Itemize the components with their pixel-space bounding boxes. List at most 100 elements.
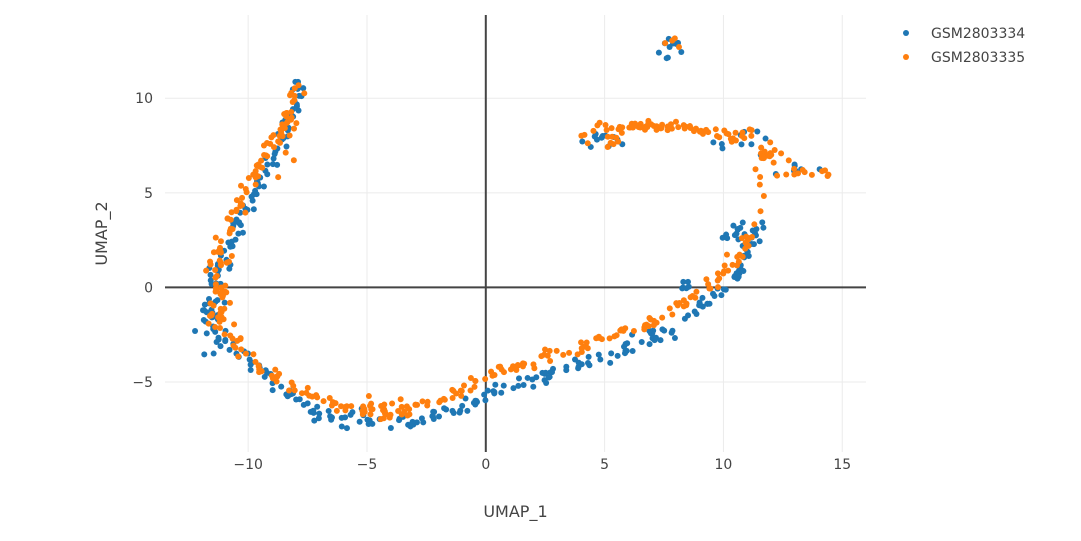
point-gsm2803334 xyxy=(655,49,662,56)
point-gsm2803335 xyxy=(458,392,465,399)
point-gsm2803334 xyxy=(239,229,246,236)
point-gsm2803334 xyxy=(734,226,741,233)
point-gsm2803335 xyxy=(286,132,293,139)
point-gsm2803335 xyxy=(276,370,283,377)
point-gsm2803335 xyxy=(758,144,765,151)
point-gsm2803335 xyxy=(367,411,374,418)
point-gsm2803334 xyxy=(201,351,208,358)
point-gsm2803335 xyxy=(521,360,528,367)
point-gsm2803335 xyxy=(819,168,826,175)
point-gsm2803335 xyxy=(645,121,652,128)
point-gsm2803335 xyxy=(270,132,277,139)
point-gsm2803334 xyxy=(462,395,469,402)
point-gsm2803334 xyxy=(278,383,285,390)
point-gsm2803334 xyxy=(791,161,798,168)
point-gsm2803334 xyxy=(718,292,725,299)
point-gsm2803334 xyxy=(413,419,420,426)
point-gsm2803334 xyxy=(762,135,769,142)
point-gsm2803334 xyxy=(250,191,257,198)
point-gsm2803335 xyxy=(381,410,388,417)
point-gsm2803334 xyxy=(293,396,300,403)
point-gsm2803335 xyxy=(224,215,231,222)
point-gsm2803335 xyxy=(607,139,614,146)
point-gsm2803335 xyxy=(290,382,297,389)
point-gsm2803335 xyxy=(482,375,489,382)
point-gsm2803334 xyxy=(310,407,317,414)
point-gsm2803335 xyxy=(743,242,750,249)
point-gsm2803335 xyxy=(212,266,219,273)
point-gsm2803334 xyxy=(585,353,592,360)
point-gsm2803335 xyxy=(233,197,240,204)
y-tick-label: −5 xyxy=(132,375,153,391)
point-gsm2803335 xyxy=(461,382,468,389)
point-gsm2803335 xyxy=(736,251,743,258)
point-gsm2803334 xyxy=(430,408,437,415)
point-gsm2803334 xyxy=(328,416,335,423)
point-gsm2803334 xyxy=(315,415,322,422)
point-gsm2803334 xyxy=(498,389,505,396)
point-gsm2803335 xyxy=(365,393,372,400)
legend[interactable]: GSM2803334 GSM2803335 xyxy=(903,26,1025,66)
point-gsm2803334 xyxy=(215,334,222,341)
point-gsm2803334 xyxy=(369,420,376,427)
point-gsm2803334 xyxy=(579,138,586,145)
point-gsm2803335 xyxy=(799,166,806,173)
point-gsm2803335 xyxy=(304,384,311,391)
point-gsm2803335 xyxy=(398,411,405,418)
point-gsm2803335 xyxy=(609,133,616,140)
point-gsm2803334 xyxy=(207,271,214,278)
point-gsm2803334 xyxy=(484,387,491,394)
point-gsm2803335 xyxy=(237,200,244,207)
point-gsm2803334 xyxy=(491,389,498,396)
point-gsm2803335 xyxy=(218,308,225,315)
point-gsm2803335 xyxy=(287,92,294,99)
point-gsm2803335 xyxy=(231,321,238,328)
point-gsm2803335 xyxy=(284,119,291,126)
point-gsm2803335 xyxy=(690,128,697,135)
point-gsm2803335 xyxy=(281,111,288,118)
point-gsm2803334 xyxy=(750,241,757,248)
point-gsm2803335 xyxy=(646,315,653,322)
point-gsm2803334 xyxy=(264,171,271,178)
point-gsm2803334 xyxy=(529,376,536,383)
point-gsm2803335 xyxy=(212,274,219,281)
point-gsm2803335 xyxy=(791,165,798,172)
point-gsm2803335 xyxy=(419,398,426,405)
point-gsm2803334 xyxy=(530,383,537,390)
point-gsm2803335 xyxy=(578,339,585,346)
point-gsm2803334 xyxy=(269,387,276,394)
legend-marker-gsm2803334 xyxy=(903,30,909,36)
point-gsm2803335 xyxy=(703,276,710,283)
point-gsm2803335 xyxy=(739,133,746,140)
point-gsm2803335 xyxy=(228,209,235,216)
legend-item-gsm2803335[interactable]: GSM2803335 xyxy=(903,50,1025,66)
point-gsm2803334 xyxy=(338,414,345,421)
point-gsm2803335 xyxy=(602,121,609,128)
point-gsm2803335 xyxy=(669,311,676,318)
point-gsm2803335 xyxy=(252,181,259,188)
point-gsm2803334 xyxy=(441,405,448,412)
point-gsm2803334 xyxy=(214,297,221,304)
legend-item-gsm2803334[interactable]: GSM2803334 xyxy=(903,26,1025,42)
point-gsm2803335 xyxy=(541,351,548,358)
point-gsm2803335 xyxy=(683,302,690,309)
point-gsm2803334 xyxy=(680,278,687,285)
point-gsm2803335 xyxy=(437,397,444,404)
point-gsm2803335 xyxy=(205,320,212,327)
point-gsm2803334 xyxy=(459,402,466,409)
point-gsm2803335 xyxy=(590,127,597,134)
point-gsm2803335 xyxy=(252,358,259,365)
point-gsm2803335 xyxy=(467,374,474,381)
point-gsm2803335 xyxy=(604,144,611,150)
point-gsm2803335 xyxy=(229,335,236,342)
point-gsm2803335 xyxy=(584,140,591,147)
point-gsm2803335 xyxy=(342,404,349,411)
point-gsm2803335 xyxy=(723,251,730,258)
legend-label-gsm2803334: GSM2803334 xyxy=(931,26,1025,42)
point-gsm2803334 xyxy=(652,334,659,341)
point-gsm2803334 xyxy=(696,302,703,309)
point-gsm2803335 xyxy=(716,275,723,282)
point-gsm2803335 xyxy=(223,259,230,266)
point-gsm2803335 xyxy=(320,398,327,405)
point-gsm2803335 xyxy=(259,164,266,171)
